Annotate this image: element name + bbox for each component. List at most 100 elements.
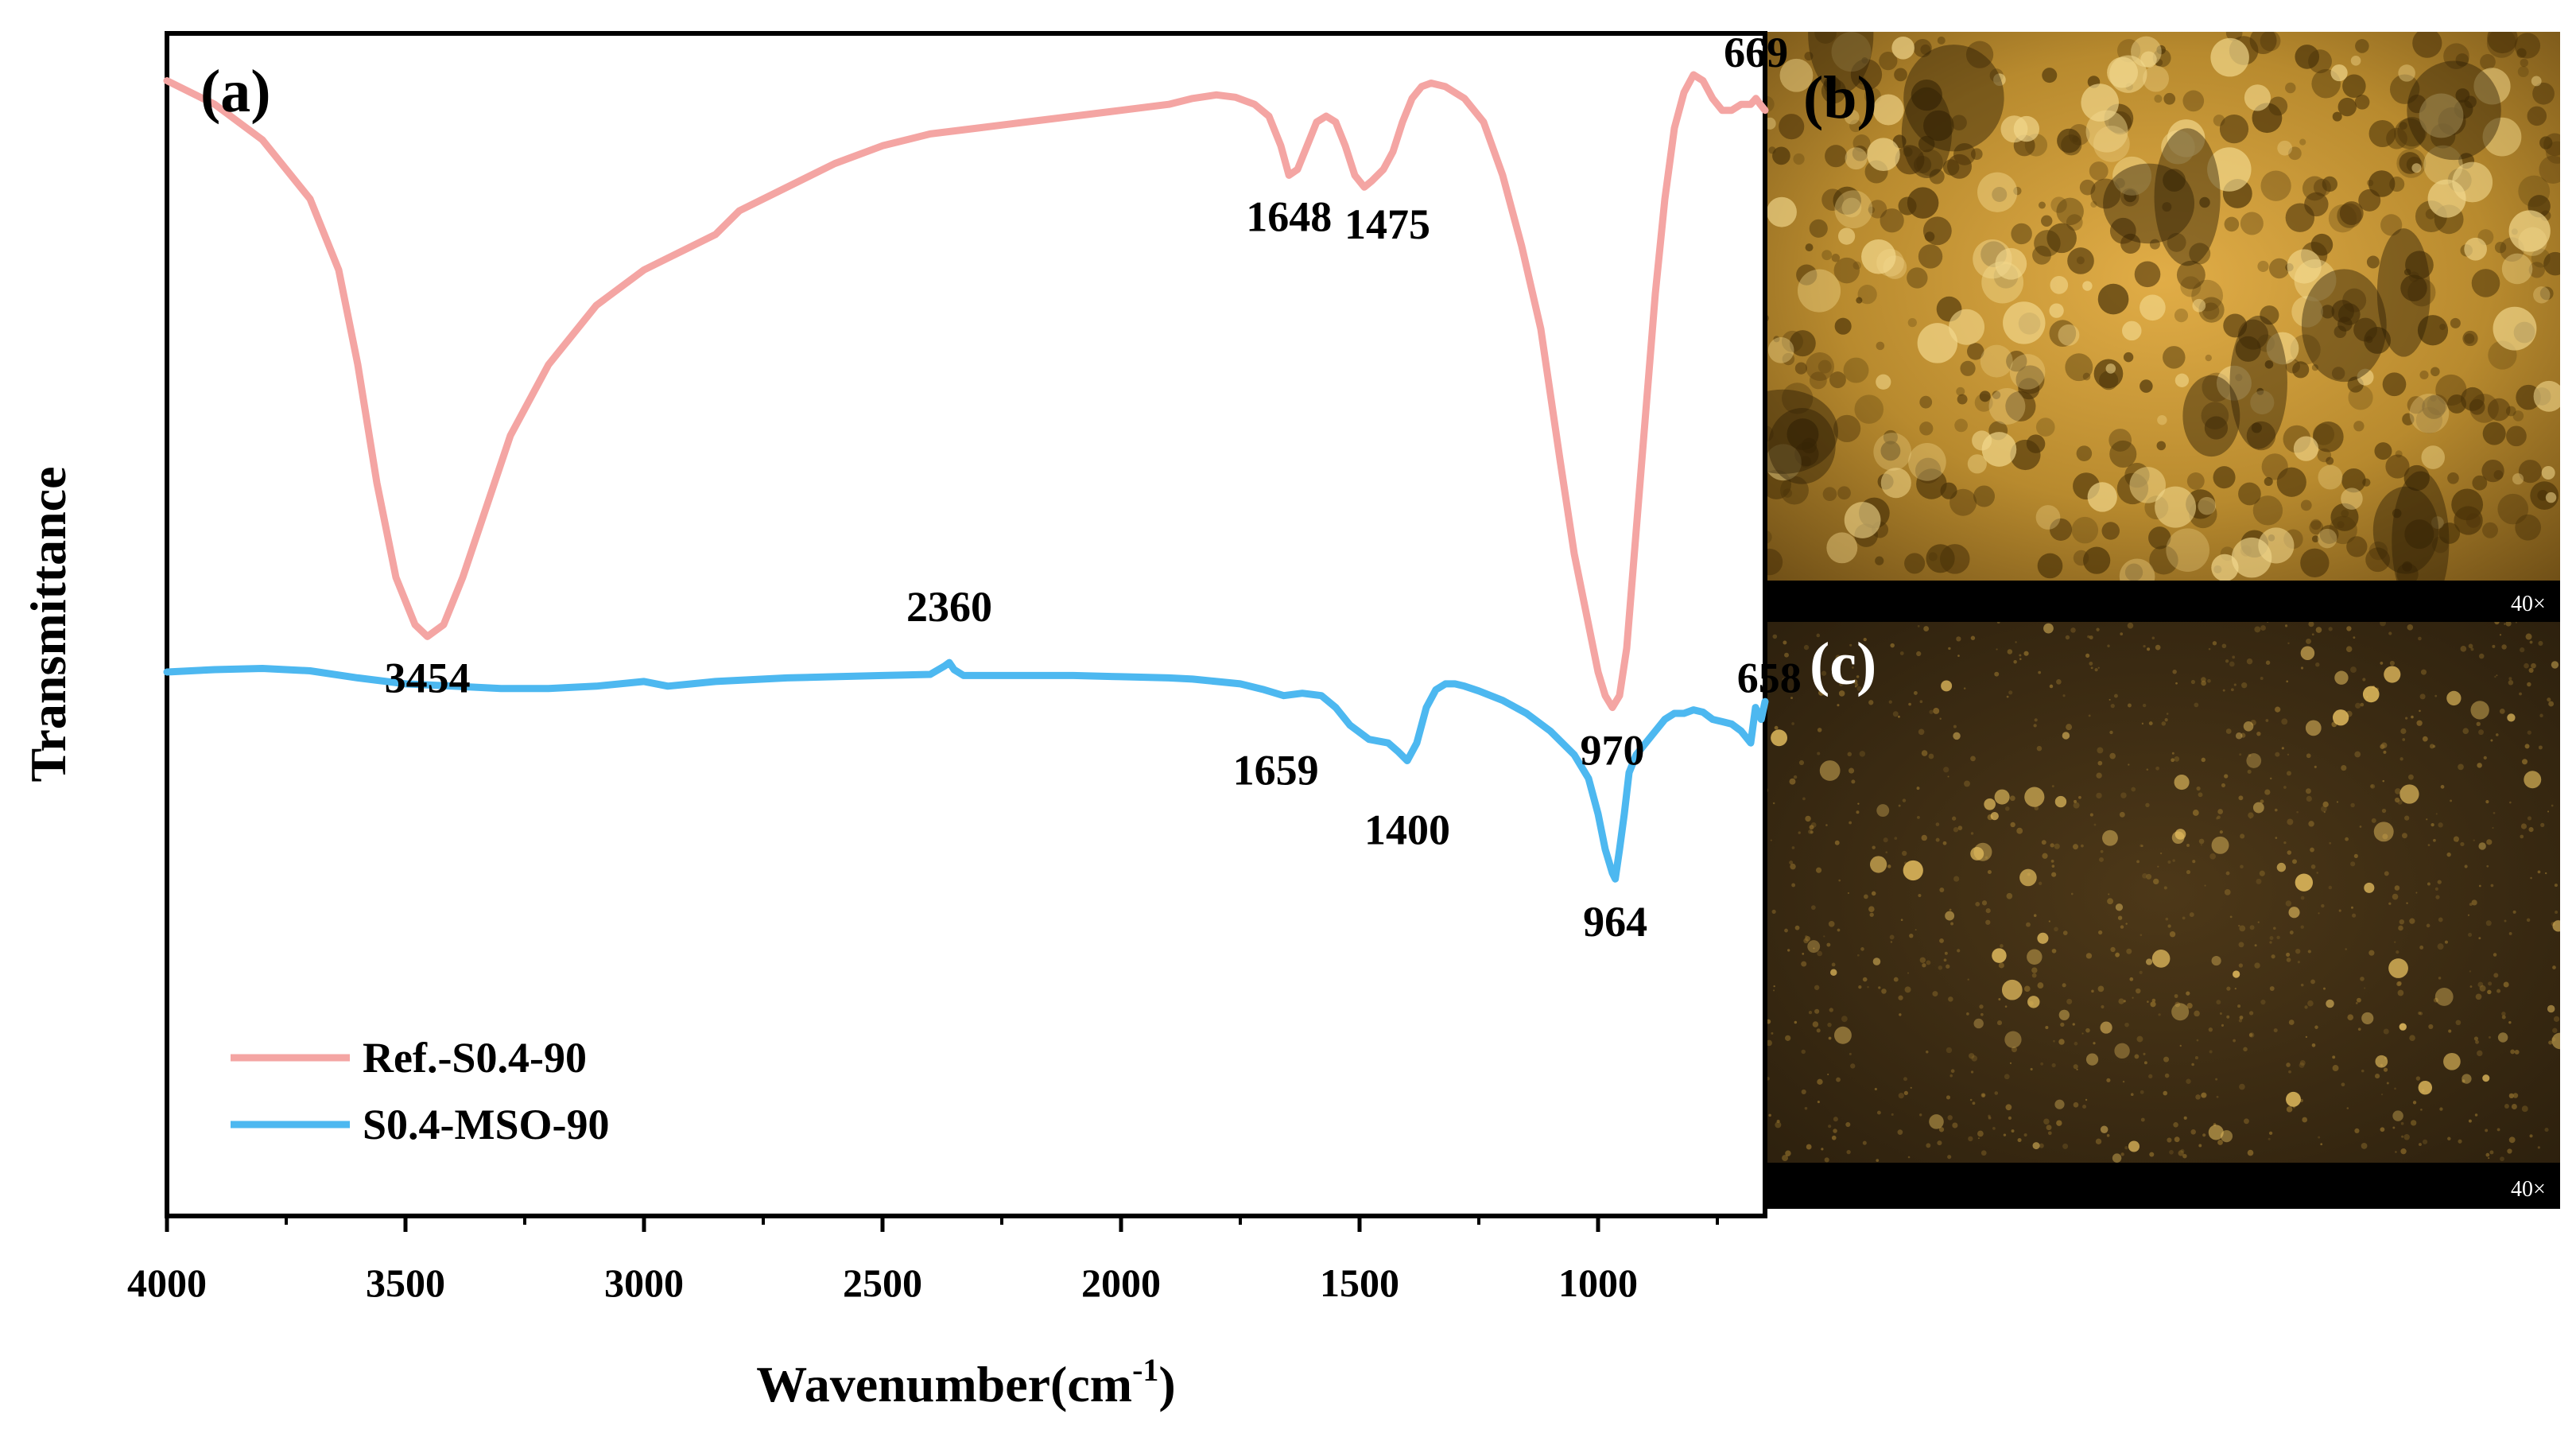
bright-particle xyxy=(1833,1026,1852,1044)
grain-mark xyxy=(2172,670,2177,674)
grain-mark xyxy=(2239,925,2246,932)
grain-mark xyxy=(1981,1094,1985,1097)
grain-mark xyxy=(2167,1137,2172,1143)
grain-mark xyxy=(2434,694,2438,697)
grain-mark xyxy=(1988,1114,1991,1118)
grain-mark xyxy=(1821,670,1827,676)
grain-mark xyxy=(1998,998,2001,1000)
peak-label-658: 658 xyxy=(1737,654,1802,701)
grain-mark xyxy=(1957,826,1963,830)
pit-mark xyxy=(2311,364,2318,371)
grain-mark xyxy=(2265,719,2269,722)
grain-mark xyxy=(1984,856,1988,859)
grain-mark xyxy=(2041,840,2046,845)
grain-mark xyxy=(2189,912,2194,918)
pit-mark xyxy=(2037,553,2063,579)
bright-particle xyxy=(2334,670,2349,685)
grain-mark xyxy=(2140,1117,2145,1122)
grain-mark xyxy=(1919,957,1926,963)
pit-mark xyxy=(2400,274,2427,301)
grain-mark xyxy=(1770,839,1772,841)
pit-mark xyxy=(2364,327,2392,354)
bright-mark xyxy=(2129,467,2166,503)
pit-mark xyxy=(2487,32,2518,54)
grain-mark xyxy=(2318,912,2320,915)
pit-mark xyxy=(2337,97,2357,117)
bright-mark xyxy=(2431,516,2444,530)
grain-mark xyxy=(1838,690,1845,697)
pit-mark xyxy=(2331,300,2354,323)
grain-mark xyxy=(2023,1133,2027,1137)
grain-mark xyxy=(2406,902,2408,904)
x-axis-title-main: Wavenumber(cm xyxy=(756,1356,1132,1412)
grain-mark xyxy=(1967,978,1969,981)
bright-particle xyxy=(2128,1140,2140,1152)
grain-mark xyxy=(2321,806,2327,813)
grain-mark xyxy=(2182,1153,2187,1159)
grain-mark xyxy=(2380,1127,2385,1132)
grain-mark xyxy=(2142,873,2147,879)
pit-mark xyxy=(1821,250,1833,261)
peak-label-970: 970 xyxy=(1581,727,1645,775)
grain-mark xyxy=(2489,1150,2494,1155)
grain-mark xyxy=(2283,841,2287,845)
grain-mark xyxy=(2286,771,2291,776)
grain-mark xyxy=(1821,1148,1824,1151)
grain-mark xyxy=(2088,714,2091,717)
plot-frame xyxy=(165,31,1767,1218)
grain-mark xyxy=(2405,717,2408,720)
pit-mark xyxy=(2046,223,2077,254)
grain-mark xyxy=(2458,1139,2462,1144)
grain-mark xyxy=(2256,731,2261,736)
grain-mark xyxy=(2127,703,2132,708)
grain-mark xyxy=(1772,989,1775,992)
grain-mark xyxy=(2081,844,2084,848)
grain-mark xyxy=(2164,718,2168,722)
grain-mark xyxy=(2009,795,2015,802)
bright-particle xyxy=(2362,686,2380,703)
bright-particle xyxy=(1876,804,1890,818)
pit-mark xyxy=(2097,283,2129,315)
grain-mark xyxy=(2167,924,2171,928)
grain-mark xyxy=(2143,644,2146,648)
grain-mark xyxy=(2142,703,2147,708)
grain-mark xyxy=(1846,1149,1851,1155)
grain-mark xyxy=(2403,1134,2410,1140)
grain-mark xyxy=(1898,804,1901,807)
pit-mark xyxy=(2299,138,2306,146)
grain-mark xyxy=(2478,729,2484,736)
pit-mark xyxy=(2482,522,2498,538)
grain-mark xyxy=(2239,1083,2245,1090)
grain-mark xyxy=(2478,937,2481,940)
grain-mark xyxy=(2468,643,2473,649)
grain-mark xyxy=(2139,970,2143,974)
grain-mark xyxy=(2221,783,2226,788)
pit-mark xyxy=(1773,336,1780,343)
grain-mark xyxy=(2474,1113,2478,1117)
grain-mark xyxy=(2120,925,2124,929)
pit-mark xyxy=(2134,261,2161,288)
grain-mark xyxy=(1938,965,1943,970)
grain-mark xyxy=(2026,922,2031,927)
grain-mark xyxy=(2113,693,2118,698)
grain-mark xyxy=(2089,635,2093,640)
grain-mark xyxy=(2402,738,2406,741)
grain-mark xyxy=(2243,1047,2248,1052)
grain-mark xyxy=(2375,1074,2380,1079)
grain-mark xyxy=(2419,709,2421,713)
grain-mark xyxy=(2395,788,2401,794)
peak-annotations: 3454 1648 1475 970 669 2360 1659 1400 964 658 xyxy=(385,29,1802,946)
bright-particle xyxy=(2399,784,2419,804)
bright-mark xyxy=(1872,94,1904,126)
grain-mark xyxy=(1918,893,1922,898)
bright-particle xyxy=(2418,1080,2433,1095)
pit-mark xyxy=(2163,346,2186,369)
bright-particle xyxy=(2552,920,2560,932)
grain-mark xyxy=(1856,686,1862,691)
pit-mark xyxy=(2182,90,2205,112)
grain-mark xyxy=(1898,995,1903,1000)
pit-mark xyxy=(2219,115,2249,144)
pit-mark xyxy=(2304,192,2329,217)
grain-mark xyxy=(2411,1120,2417,1126)
grain-mark xyxy=(1885,851,1888,854)
